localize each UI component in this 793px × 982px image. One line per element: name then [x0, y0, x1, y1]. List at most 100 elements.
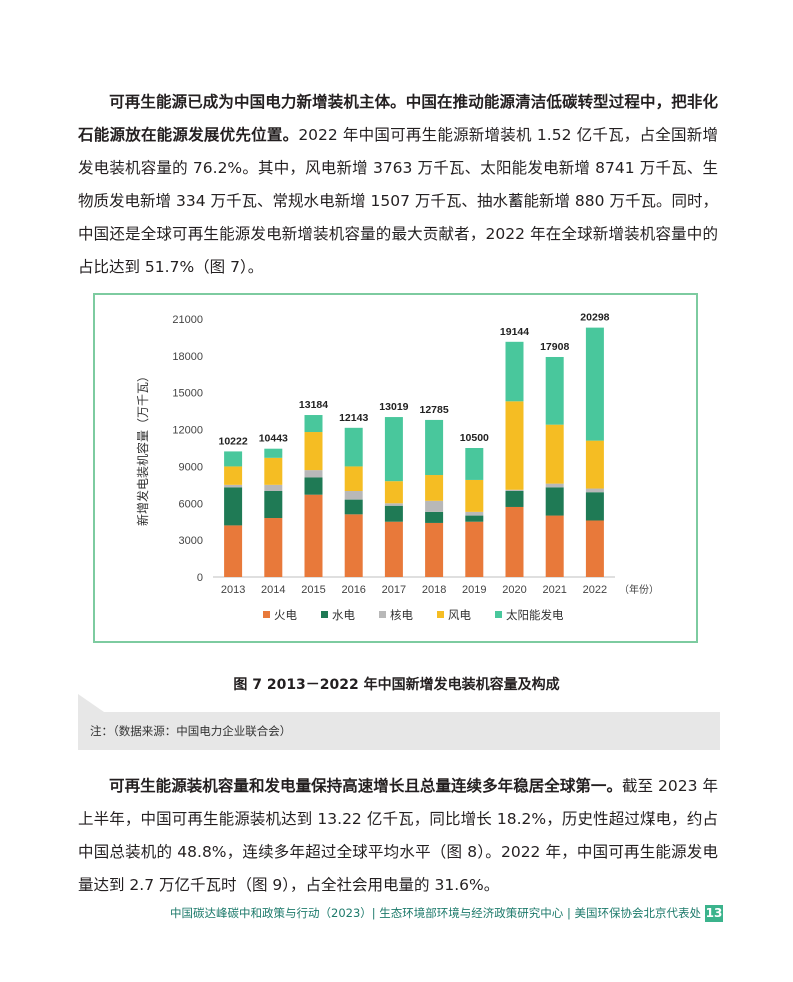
y-tick-label: 6000 — [179, 498, 203, 510]
bar-segment — [224, 487, 243, 526]
bar-segment — [224, 451, 243, 467]
x-tick-label: 2019 — [462, 584, 486, 596]
bar-segment — [585, 440, 604, 489]
legend-swatch — [321, 611, 328, 618]
legend-swatch — [437, 611, 444, 618]
legend-label: 水电 — [332, 609, 355, 622]
bar-segment — [465, 521, 484, 577]
bar-segment — [545, 487, 564, 516]
x-tick-label: 2013 — [221, 584, 245, 596]
bar-segment — [545, 356, 564, 425]
bar-segment — [344, 514, 363, 577]
bar-total-label: 12143 — [339, 412, 368, 424]
bar-segment — [384, 521, 403, 577]
x-tick-label: 2017 — [382, 584, 406, 596]
bar-segment — [425, 500, 444, 512]
bar-total-label: 10443 — [259, 433, 288, 445]
bar-segment — [224, 466, 243, 485]
bar-segment — [425, 522, 444, 577]
y-axis-label: 新增发电装机容量（万千瓦） — [135, 370, 150, 526]
x-tick-label: 2015 — [301, 584, 325, 596]
bar-segment — [465, 515, 484, 522]
bar-segment — [505, 506, 524, 577]
bar-segment — [264, 491, 283, 519]
bar-total-label: 13184 — [299, 399, 328, 411]
bar-segment — [505, 491, 524, 507]
page-footer: 中国碳达峰碳中和政策与行动（2023）| 生态环境部环境与经济政策研究中心 | … — [0, 900, 793, 924]
bar-segment — [425, 475, 444, 501]
bar-segment — [304, 477, 323, 495]
page-number: 13 — [705, 905, 723, 922]
y-tick-label: 3000 — [179, 535, 203, 547]
legend-swatch — [263, 611, 270, 618]
y-tick-label: 12000 — [172, 425, 203, 437]
bar-segment — [425, 511, 444, 523]
figure-chart-box: 0 3000 6000 9000 12000 15000 18000 21000 新增发电装机容… — [93, 293, 698, 643]
paragraph-renewables-main: 可再生能源已成为中国电力新增装机主体。中国在推动能源清洁低碳转型过程中，把非化石… — [78, 86, 718, 284]
bar-segment — [264, 448, 283, 458]
x-tick-label: 2018 — [422, 584, 446, 596]
bar-segment — [264, 484, 283, 491]
paragraph-renewables-growth: 可再生能源装机容量和发电量保持高速增长且总量连续多年稳居全球第一。截至 2023… — [78, 770, 718, 902]
bar-segment — [304, 432, 323, 471]
bar-segment — [304, 415, 323, 433]
paragraph-lead: 可再生能源已成为中国电力新增装机主体。中国在推动能源清洁低碳转型过程中，把非化石… — [78, 93, 718, 144]
legend-label: 太阳能发电 — [506, 608, 564, 622]
y-tick-label: 18000 — [172, 351, 203, 363]
bar-segment — [505, 489, 524, 491]
bar-segment — [465, 479, 484, 512]
bar-segment — [545, 515, 564, 577]
legend-swatch — [495, 611, 502, 618]
bar-segment — [384, 505, 403, 522]
bar-segment — [585, 488, 604, 493]
bar-segment — [224, 525, 243, 577]
x-tick-label: 2014 — [261, 584, 285, 596]
bar-total-label: 13019 — [379, 401, 408, 413]
bar-segment — [344, 427, 363, 467]
bar-segment — [545, 424, 564, 484]
bar-total-label: 10222 — [218, 435, 247, 447]
bar-segment — [344, 499, 363, 515]
note-notch-decoration — [78, 694, 104, 712]
bar-segment — [585, 492, 604, 521]
bar-segment — [585, 327, 604, 441]
y-tick-label: 15000 — [172, 388, 203, 400]
x-tick-label: 2016 — [341, 584, 365, 596]
footer-text: 中国碳达峰碳中和政策与行动（2023）| 生态环境部环境与经济政策研究中心 | … — [170, 906, 701, 920]
bar-total-label: 17908 — [540, 341, 569, 353]
bar-total-label: 19144 — [500, 326, 529, 338]
bar-total-label: 20298 — [580, 312, 609, 324]
y-tick-label: 9000 — [179, 461, 203, 473]
paragraph-body: 2022 年中国可再生能源新增装机 1.52 亿千瓦，占全国新增发电装机容量的 … — [78, 126, 718, 276]
bar-segment — [304, 470, 323, 478]
legend-label: 风电 — [448, 609, 471, 622]
bar-segment — [264, 518, 283, 577]
bar-segment — [304, 494, 323, 577]
stacked-bar-chart: 0 3000 6000 9000 12000 15000 18000 21000 新增发电装机容… — [135, 312, 659, 622]
x-tick-label: 2022 — [583, 584, 607, 596]
y-tick-label: 21000 — [172, 314, 203, 326]
bar-segment — [384, 417, 403, 482]
paragraph-lead: 可再生能源装机容量和发电量保持高速增长且总量连续多年稳居全球第一。 — [109, 777, 622, 795]
y-tick-label: 0 — [197, 572, 203, 584]
bar-segment — [344, 466, 363, 491]
figure-caption: 图 7 2013－2022 年中国新增发电装机容量及构成 — [233, 677, 560, 693]
legend-label: 火电 — [274, 609, 297, 622]
bar-total-label: 12785 — [419, 404, 448, 416]
bar-segment — [505, 401, 524, 490]
bar-segment — [465, 511, 484, 516]
figure-note-bar: 注：（数据来源：中国电力企业联合会） — [78, 712, 720, 750]
bar-segment — [465, 448, 484, 480]
figure-note: 注：（数据来源：中国电力企业联合会） — [90, 724, 292, 738]
paragraph-body: 截至 2023 年上半年，中国可再生能源装机达到 13.22 亿千瓦，同比增长 … — [78, 777, 718, 894]
bar-segment — [344, 491, 363, 500]
x-tick-label: 2020 — [502, 584, 526, 596]
legend-swatch — [379, 611, 386, 618]
bar-total-label: 10500 — [460, 432, 489, 444]
bar-segment — [585, 520, 604, 577]
bar-segment — [384, 481, 403, 504]
bar-segment — [264, 457, 283, 485]
bar-segment — [545, 483, 564, 488]
bar-segment — [505, 341, 524, 402]
bar-segment — [425, 419, 444, 476]
